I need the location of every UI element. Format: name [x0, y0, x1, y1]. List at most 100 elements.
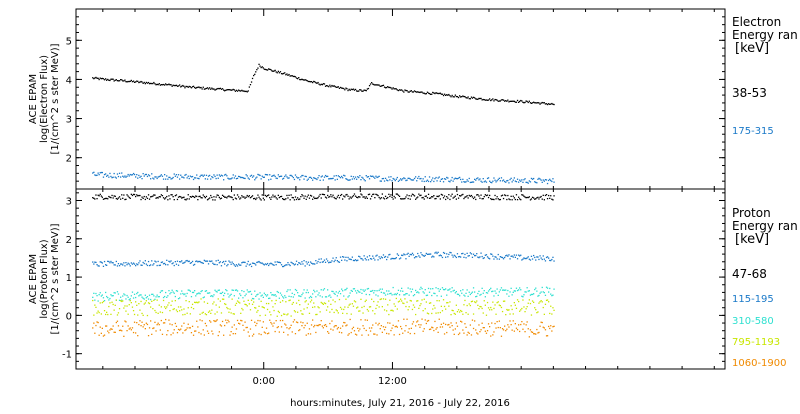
electron-data-point: [297, 78, 299, 80]
proton-data-point: [422, 196, 424, 199]
proton-data-point: [337, 261, 339, 263]
proton-data-point: [231, 298, 233, 300]
electron-data-point: [258, 63, 260, 65]
electron-data-point: [105, 78, 107, 80]
proton-data-point: [432, 196, 434, 198]
proton-data-point: [306, 289, 308, 291]
proton-data-point: [416, 321, 418, 323]
proton-data-point: [152, 327, 154, 330]
proton-data-point: [513, 254, 515, 256]
proton-data-point: [248, 195, 250, 197]
proton-data-point: [424, 319, 426, 321]
proton-data-point: [314, 324, 316, 327]
proton-data-point: [235, 289, 238, 291]
electron-data-point: [285, 174, 287, 176]
proton-data-point: [514, 304, 516, 306]
proton-data-point: [390, 292, 392, 294]
proton-data-point: [426, 320, 429, 322]
proton-data-point: [511, 308, 513, 311]
proton-data-point: [318, 324, 320, 326]
proton-data-point: [376, 254, 378, 256]
proton-data-point: [323, 302, 326, 304]
proton-data-point: [515, 307, 518, 309]
proton-data-point: [550, 293, 552, 295]
proton-data-point: [94, 304, 96, 306]
electron-data-point: [420, 177, 422, 180]
electron-data-point: [308, 80, 311, 83]
proton-data-point: [230, 263, 232, 265]
proton-legend-series-2: 310-580: [732, 316, 774, 327]
proton-data-point: [490, 198, 492, 200]
proton-data-point: [453, 196, 455, 198]
proton-ylabel-instrument: ACE EPAM: [28, 254, 39, 304]
proton-data-point: [151, 333, 153, 335]
electron-data-point: [289, 75, 291, 77]
proton-data-point: [96, 312, 98, 314]
proton-data-point: [412, 304, 415, 306]
electron-data-point: [147, 81, 150, 84]
proton-data-point: [123, 293, 125, 295]
proton-data-point: [247, 260, 249, 263]
electron-data-point: [196, 86, 198, 89]
electron-data-point: [456, 178, 459, 180]
proton-data-point: [408, 294, 410, 296]
proton-data-point: [286, 290, 288, 293]
proton-data-point: [344, 259, 346, 261]
proton-data-point: [183, 308, 185, 310]
proton-data-point: [182, 332, 184, 334]
proton-data-point: [302, 313, 304, 315]
proton-data-point: [439, 254, 441, 256]
proton-data-point: [404, 294, 406, 296]
electron-data-point: [422, 178, 424, 180]
electron-data-point: [382, 177, 385, 180]
electron-data-point: [301, 174, 303, 177]
proton-data-point: [524, 257, 526, 260]
proton-data-point: [487, 290, 490, 292]
proton-data-point: [154, 321, 156, 323]
electron-data-point: [420, 91, 422, 93]
proton-data-point: [318, 307, 320, 309]
proton-data-point: [195, 260, 197, 263]
proton-data-point: [322, 289, 324, 291]
electron-data-point: [331, 84, 333, 87]
electron-data-point: [131, 81, 134, 83]
proton-data-point: [342, 198, 344, 200]
proton-data-point: [539, 301, 541, 303]
electron-data-point: [447, 177, 449, 179]
electron-data-point: [552, 103, 554, 105]
electron-data-point: [495, 99, 497, 101]
proton-data-point: [474, 196, 476, 198]
proton-data-point: [174, 261, 176, 263]
proton-data-point: [332, 257, 334, 259]
proton-data-point: [226, 290, 228, 292]
electron-data-point: [476, 177, 478, 180]
proton-data-point: [451, 193, 453, 195]
proton-data-point: [508, 295, 510, 297]
electron-data-point: [244, 177, 246, 180]
proton-data-point: [116, 314, 119, 316]
electron-data-point: [290, 75, 292, 77]
proton-data-point: [549, 197, 551, 199]
proton-data-point: [232, 333, 234, 335]
proton-data-point: [374, 259, 376, 261]
proton-data-point: [177, 264, 180, 266]
proton-data-point: [489, 194, 491, 197]
proton-data-point: [123, 307, 125, 309]
proton-data-point: [112, 303, 114, 306]
proton-data-point: [151, 260, 153, 262]
proton-data-point: [212, 199, 214, 201]
proton-data-point: [102, 198, 105, 200]
proton-data-point: [454, 313, 456, 315]
proton-data-point: [286, 194, 288, 197]
proton-data-point: [345, 298, 347, 300]
proton-data-point: [457, 309, 460, 311]
electron-data-point: [198, 178, 200, 180]
electron-data-point: [490, 99, 492, 102]
proton-data-point: [552, 294, 554, 296]
electron-data-point: [401, 179, 403, 181]
electron-data-point: [210, 88, 212, 90]
proton-data-point: [201, 290, 203, 292]
electron-data-point: [145, 173, 147, 176]
proton-data-point: [511, 329, 513, 331]
proton-data-point: [546, 299, 549, 301]
